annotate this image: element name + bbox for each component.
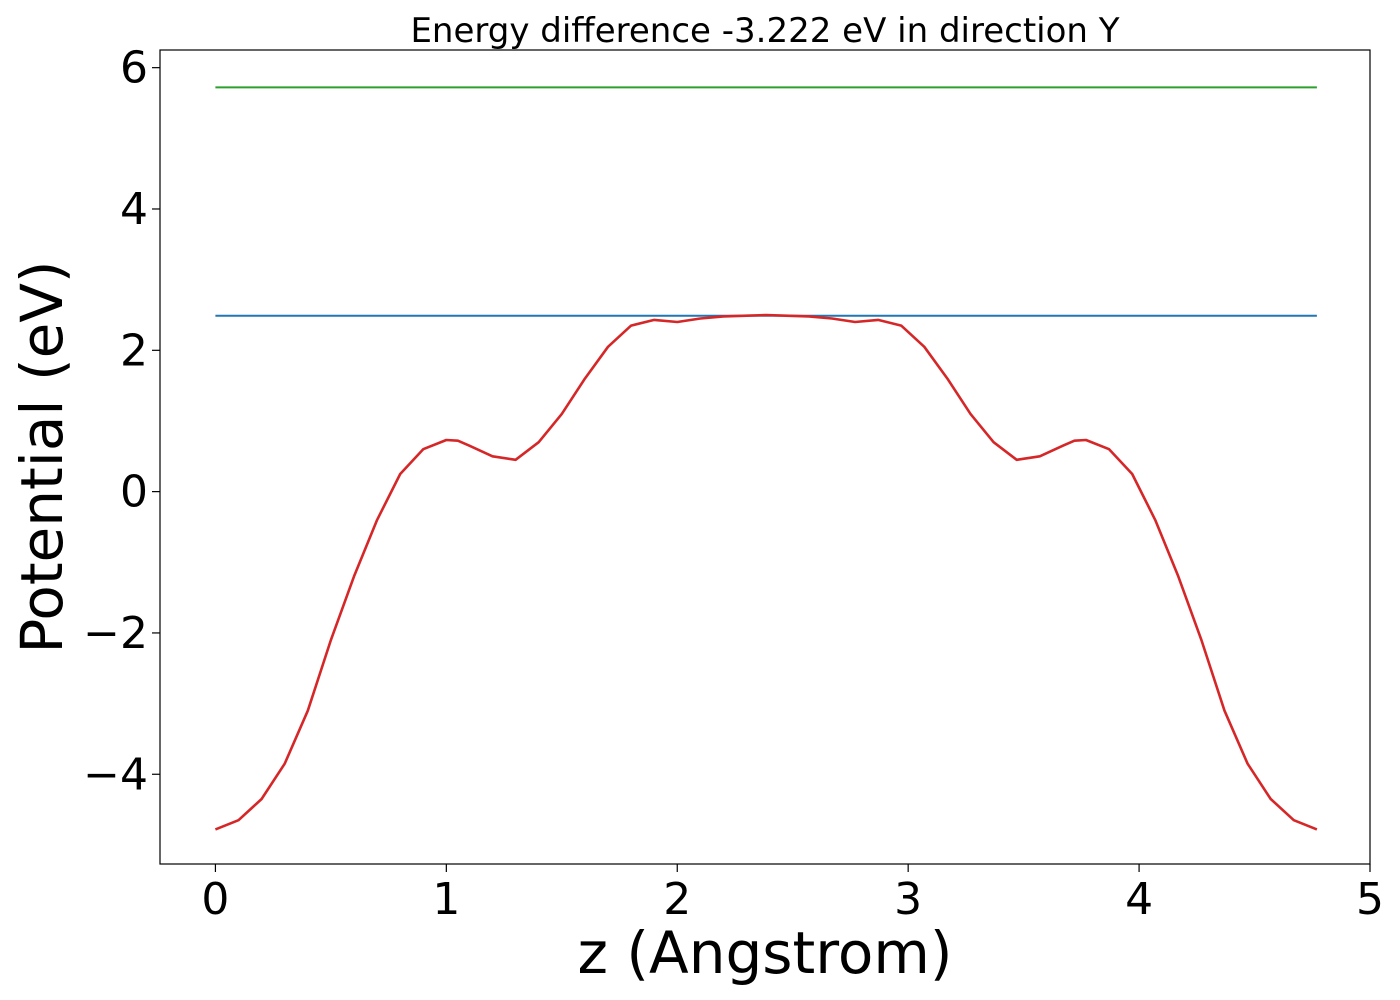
y-axis-label: Potential (eV)	[8, 260, 76, 653]
x-tick-label: 5	[1356, 874, 1384, 925]
y-axis-ticks: −4 −2 0 2 4 6	[83, 43, 160, 800]
y-tick-label: 0	[120, 467, 148, 518]
x-tick-label: 3	[894, 874, 922, 925]
x-tick-label: 0	[201, 874, 229, 925]
x-tick-label: 2	[663, 874, 691, 925]
x-tick-label: 4	[1125, 874, 1153, 925]
chart-title: Energy difference -3.222 eV in direction…	[410, 11, 1119, 51]
y-tick-label: 4	[120, 184, 148, 235]
x-tick-label: 1	[432, 874, 460, 925]
plot-lines	[214, 86, 1318, 831]
y-tick-label: 2	[120, 325, 148, 376]
y-tick-label: −2	[83, 608, 148, 659]
y-tick-label: −4	[83, 749, 148, 800]
y-tick-label: 6	[120, 43, 148, 94]
series-line-3	[214, 313, 1318, 831]
x-axis-label: z (Angstrom)	[578, 919, 953, 987]
x-axis-ticks: 0 1 2 3 4 5	[201, 864, 1384, 925]
plot-frame	[159, 49, 1371, 865]
